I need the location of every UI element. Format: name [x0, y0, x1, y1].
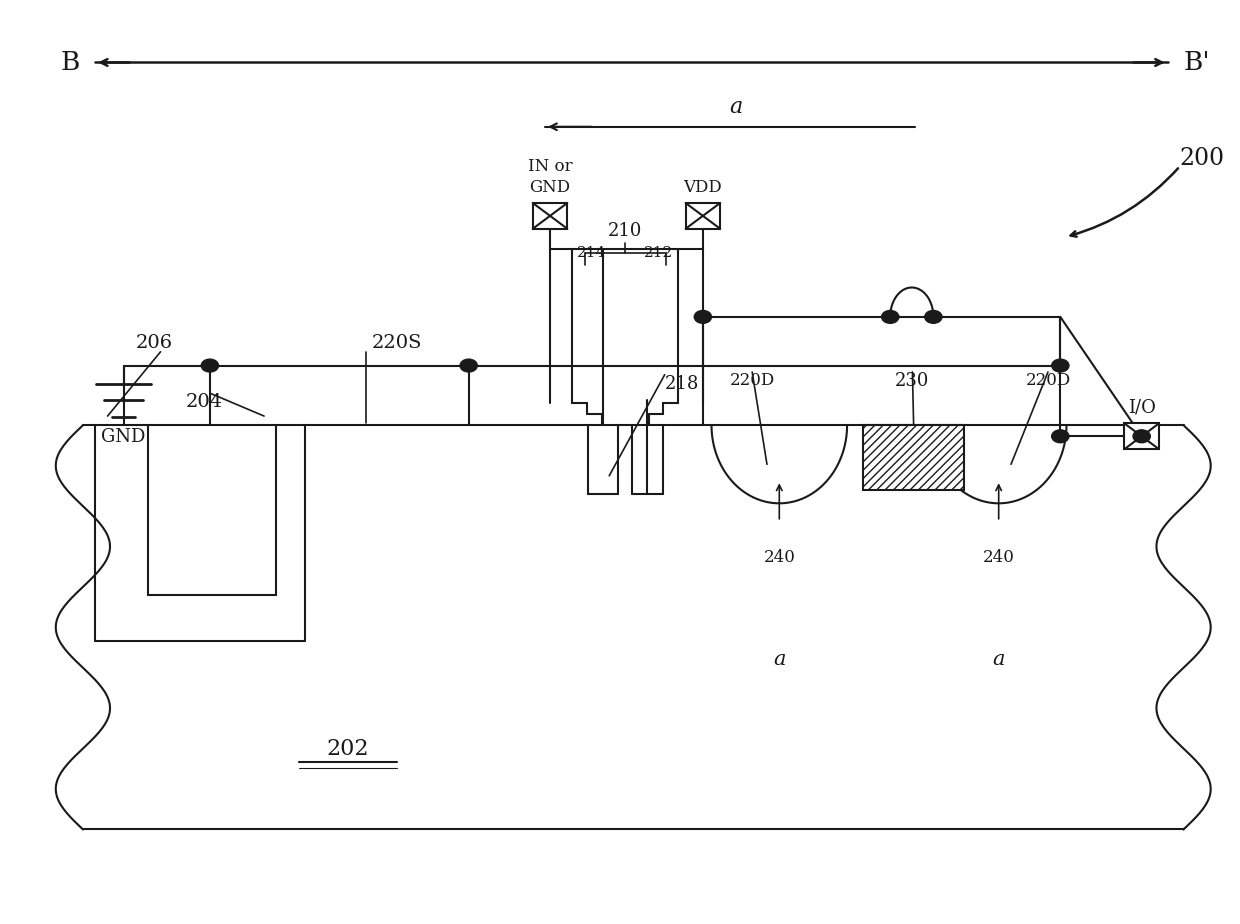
- Text: 220D: 220D: [1025, 372, 1070, 389]
- Text: a: a: [729, 95, 743, 117]
- Text: B': B': [1183, 50, 1210, 75]
- Circle shape: [882, 310, 899, 323]
- Text: 218: 218: [665, 375, 699, 393]
- Text: 212: 212: [644, 246, 673, 260]
- Bar: [686, 203, 720, 229]
- Text: IN or
GND: IN or GND: [528, 158, 573, 196]
- Text: GND: GND: [102, 428, 146, 446]
- Text: VDD: VDD: [683, 178, 722, 196]
- Text: a: a: [773, 650, 786, 669]
- Text: 240: 240: [764, 549, 795, 566]
- Text: 214: 214: [578, 246, 606, 260]
- Text: 210: 210: [608, 222, 642, 239]
- Circle shape: [694, 310, 712, 323]
- Bar: [863, 425, 965, 490]
- Bar: [533, 203, 567, 229]
- Text: 230: 230: [895, 372, 930, 390]
- Circle shape: [460, 359, 477, 372]
- Text: 220S: 220S: [372, 334, 423, 352]
- Text: 220D: 220D: [729, 372, 775, 389]
- Text: B: B: [61, 50, 81, 75]
- Circle shape: [1133, 430, 1151, 443]
- Text: 200: 200: [1180, 148, 1225, 170]
- Circle shape: [1052, 359, 1069, 372]
- Bar: [1125, 423, 1159, 449]
- Circle shape: [201, 359, 218, 372]
- Text: a: a: [992, 650, 1004, 669]
- Text: 204: 204: [185, 393, 222, 411]
- Text: I/O: I/O: [1127, 398, 1156, 416]
- Circle shape: [1052, 430, 1069, 443]
- Text: 240: 240: [983, 549, 1014, 566]
- Text: 202: 202: [326, 738, 370, 760]
- Circle shape: [925, 310, 942, 323]
- Text: 206: 206: [136, 334, 174, 352]
